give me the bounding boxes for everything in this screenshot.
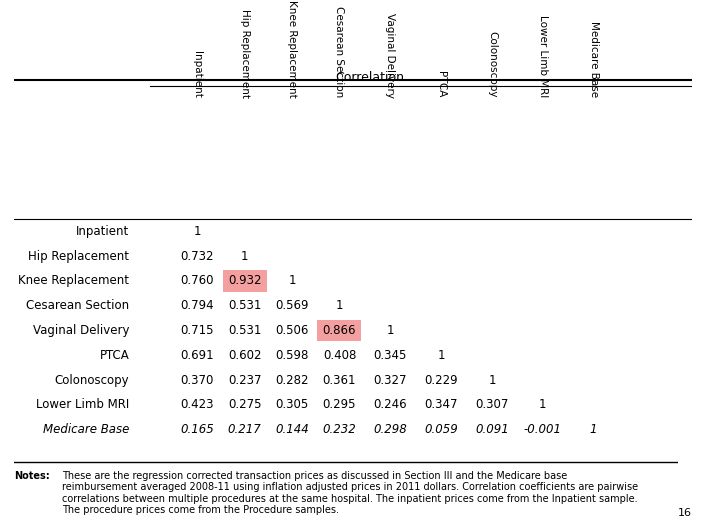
Text: 0.361: 0.361: [323, 373, 357, 387]
Text: Inpatient: Inpatient: [192, 51, 202, 97]
Text: PTCA: PTCA: [436, 71, 446, 97]
FancyBboxPatch shape: [222, 270, 267, 291]
Text: 0.370: 0.370: [181, 373, 214, 387]
Text: 0.091: 0.091: [475, 423, 509, 436]
Text: Vaginal Delivery: Vaginal Delivery: [33, 324, 129, 337]
Text: Knee Replacement: Knee Replacement: [18, 275, 129, 287]
Text: 1: 1: [335, 299, 343, 312]
Text: Hip Replacement: Hip Replacement: [239, 8, 249, 97]
Text: 0.246: 0.246: [373, 398, 407, 412]
Text: -0.001: -0.001: [524, 423, 562, 436]
Text: Vaginal Delivery: Vaginal Delivery: [385, 13, 395, 97]
Text: 0.531: 0.531: [228, 299, 261, 312]
Text: 0.760: 0.760: [180, 275, 214, 287]
Text: 0.295: 0.295: [323, 398, 357, 412]
Text: Medicare Base: Medicare Base: [589, 21, 599, 97]
Text: 0.275: 0.275: [228, 398, 261, 412]
Text: 0.327: 0.327: [373, 373, 407, 387]
Text: Knee Replacement: Knee Replacement: [287, 0, 297, 97]
Text: 1: 1: [590, 423, 597, 436]
Text: 0.144: 0.144: [275, 423, 309, 436]
Text: Correlation Across Price Measures: Correlation Across Price Measures: [14, 24, 445, 44]
Text: 0.345: 0.345: [373, 349, 407, 362]
Text: 1: 1: [241, 250, 249, 262]
Text: 16: 16: [678, 508, 692, 518]
Text: PTCA: PTCA: [100, 349, 129, 362]
Text: 0.598: 0.598: [275, 349, 309, 362]
Text: Colonoscopy: Colonoscopy: [487, 31, 497, 97]
Text: 0.408: 0.408: [323, 349, 356, 362]
Text: 1: 1: [386, 324, 394, 337]
Text: 1: 1: [288, 275, 296, 287]
Text: 0.165: 0.165: [180, 423, 214, 436]
Text: 0.298: 0.298: [373, 423, 407, 436]
FancyBboxPatch shape: [318, 320, 361, 341]
Text: 0.423: 0.423: [180, 398, 214, 412]
Text: 0.715: 0.715: [180, 324, 214, 337]
Text: 0.794: 0.794: [180, 299, 214, 312]
Text: Cesarean Section: Cesarean Section: [335, 6, 345, 97]
Text: 0.506: 0.506: [275, 324, 309, 337]
Text: 0.307: 0.307: [475, 398, 508, 412]
Text: 1: 1: [488, 373, 496, 387]
Text: 0.282: 0.282: [275, 373, 309, 387]
Text: 0.305: 0.305: [275, 398, 309, 412]
Text: Notes:: Notes:: [14, 471, 50, 480]
Text: Cesarean Section: Cesarean Section: [26, 299, 129, 312]
Text: 0.932: 0.932: [228, 275, 261, 287]
Text: 0.229: 0.229: [424, 373, 458, 387]
Text: 1: 1: [437, 349, 445, 362]
Text: 0.059: 0.059: [424, 423, 458, 436]
Text: 0.237: 0.237: [228, 373, 261, 387]
Text: 0.602: 0.602: [228, 349, 261, 362]
Text: 0.531: 0.531: [228, 324, 261, 337]
Text: Colonoscopy: Colonoscopy: [54, 373, 129, 387]
Text: 0.732: 0.732: [180, 250, 214, 262]
Text: Medicare Base: Medicare Base: [43, 423, 129, 436]
Text: 0.347: 0.347: [424, 398, 458, 412]
Text: Hip Replacement: Hip Replacement: [28, 250, 129, 262]
Text: These are the regression corrected transaction prices as discussed in Section II: These are the regression corrected trans…: [62, 471, 638, 515]
Text: Lower Limb MRI: Lower Limb MRI: [538, 15, 548, 97]
Text: Correlation: Correlation: [335, 71, 405, 84]
Text: 0.217: 0.217: [227, 423, 261, 436]
Text: Lower Limb MRI: Lower Limb MRI: [36, 398, 129, 412]
Text: 1: 1: [539, 398, 546, 412]
Text: 0.232: 0.232: [323, 423, 357, 436]
Text: 0.691: 0.691: [180, 349, 214, 362]
Text: 0.569: 0.569: [275, 299, 309, 312]
Text: 1: 1: [193, 225, 201, 238]
Text: Inpatient: Inpatient: [76, 225, 129, 238]
Text: 0.866: 0.866: [323, 324, 357, 337]
